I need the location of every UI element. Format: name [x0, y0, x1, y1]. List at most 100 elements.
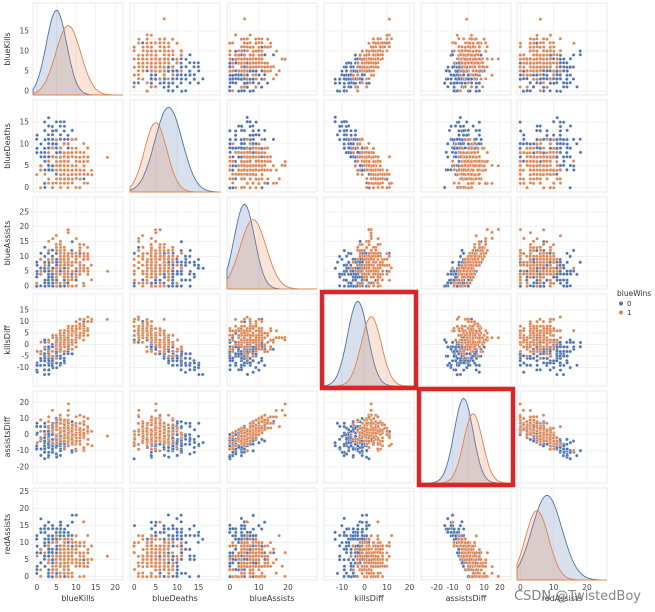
scatter-point-1 — [266, 177, 270, 181]
scatter-point-1 — [251, 155, 255, 159]
scatter-point-0 — [360, 260, 365, 264]
scatter-point-0 — [565, 269, 569, 273]
scatter-point-0 — [335, 133, 340, 137]
scatter-point-0 — [188, 53, 192, 57]
scatter-point-0 — [337, 137, 342, 142]
scatter-point-1 — [480, 248, 485, 253]
scatter-point-0 — [58, 137, 63, 141]
scatter-point-0 — [260, 146, 264, 151]
scatter-point-1 — [248, 40, 252, 45]
scatter-point-0 — [558, 57, 563, 61]
scatter-point-1 — [254, 159, 258, 163]
scatter-point-0 — [565, 73, 569, 77]
scatter-point-1 — [358, 53, 362, 57]
scatter-point-1 — [551, 73, 556, 77]
scatter-point-0 — [477, 128, 482, 133]
scatter-point-1 — [521, 177, 526, 181]
scatter-point-1 — [535, 172, 539, 177]
scatter-point-1 — [535, 176, 539, 181]
scatter-point-0 — [466, 77, 471, 81]
scatter-point-1 — [558, 177, 562, 181]
scatter-point-0 — [337, 284, 342, 288]
scatter-point-1 — [460, 49, 464, 53]
scatter-point-1 — [531, 77, 536, 81]
scatter-point-1 — [376, 155, 380, 159]
scatter-point-0 — [179, 89, 184, 94]
scatter-point-1 — [66, 185, 70, 190]
scatter-point-1 — [154, 53, 158, 57]
scatter-point-0 — [349, 65, 353, 69]
scatter-point-0 — [236, 124, 241, 128]
scatter-point-0 — [338, 275, 342, 279]
scatter-point-0 — [251, 77, 256, 81]
panel-frame — [323, 99, 415, 193]
scatter-point-1 — [236, 164, 241, 168]
scatter-point-0 — [558, 73, 563, 77]
scatter-point-0 — [192, 65, 196, 69]
scatter-point-1 — [74, 176, 79, 181]
scatter-point-0 — [196, 69, 201, 73]
scatter-point-1 — [66, 155, 70, 159]
scatter-point-1 — [62, 257, 66, 262]
scatter-point-1 — [158, 242, 162, 247]
scatter-point-1 — [237, 53, 241, 57]
scatter-point-0 — [446, 272, 450, 276]
scatter-point-1 — [466, 49, 471, 53]
scatter-point-0 — [457, 120, 461, 124]
scatter-point-0 — [188, 81, 192, 85]
scatter-point-1 — [171, 73, 175, 77]
scatter-point-1 — [245, 181, 250, 186]
scatter-point-0 — [342, 137, 346, 142]
scatter-point-0 — [558, 163, 563, 168]
scatter-point-0 — [43, 245, 47, 250]
scatter-point-1 — [162, 17, 166, 21]
scatter-point-0 — [51, 284, 55, 288]
scatter-point-1 — [535, 33, 539, 38]
scatter-point-1 — [367, 284, 371, 288]
scatter-point-0 — [548, 89, 552, 93]
scatter-point-1 — [81, 281, 86, 285]
scatter-point-1 — [466, 186, 471, 190]
scatter-point-1 — [283, 163, 287, 168]
scatter-point-1 — [149, 257, 154, 262]
scatter-point-1 — [77, 254, 82, 259]
scatter-point-0 — [227, 88, 232, 93]
scatter-point-0 — [50, 137, 55, 142]
scatter-point-0 — [457, 133, 461, 137]
scatter-point-1 — [132, 57, 136, 61]
scatter-point-1 — [58, 163, 62, 168]
scatter-point-0 — [66, 146, 70, 150]
scatter-point-1 — [471, 69, 475, 73]
scatter-point-1 — [466, 61, 471, 65]
scatter-point-0 — [565, 155, 569, 159]
scatter-point-0 — [43, 159, 47, 163]
scatter-point-1 — [227, 41, 232, 45]
scatter-point-1 — [162, 37, 167, 41]
scatter-point-1 — [528, 61, 533, 65]
scatter-point-1 — [62, 154, 66, 159]
scatter-point-0 — [463, 81, 468, 85]
scatter-point-1 — [369, 231, 373, 235]
scatter-point-1 — [385, 168, 389, 173]
scatter-point-1 — [362, 159, 367, 164]
scatter-point-0 — [453, 77, 458, 81]
scatter-point-1 — [170, 248, 175, 253]
scatter-point-0 — [522, 69, 526, 73]
scatter-point-1 — [132, 257, 136, 262]
scatter-point-1 — [254, 41, 258, 45]
scatter-point-0 — [35, 260, 39, 264]
scatter-point-0 — [344, 65, 349, 69]
scatter-point-0 — [50, 132, 55, 137]
scatter-point-0 — [548, 146, 553, 150]
scatter-point-1 — [141, 57, 145, 61]
scatter-point-1 — [74, 272, 78, 277]
scatter-point-0 — [337, 77, 342, 81]
scatter-point-1 — [482, 37, 486, 41]
scatter-point-1 — [351, 151, 356, 155]
scatter-point-1 — [477, 254, 482, 259]
scatter-point-1 — [145, 41, 149, 45]
scatter-point-0 — [47, 154, 51, 159]
scatter-point-0 — [58, 284, 63, 288]
scatter-point-1 — [531, 159, 536, 164]
scatter-point-1 — [532, 37, 536, 42]
